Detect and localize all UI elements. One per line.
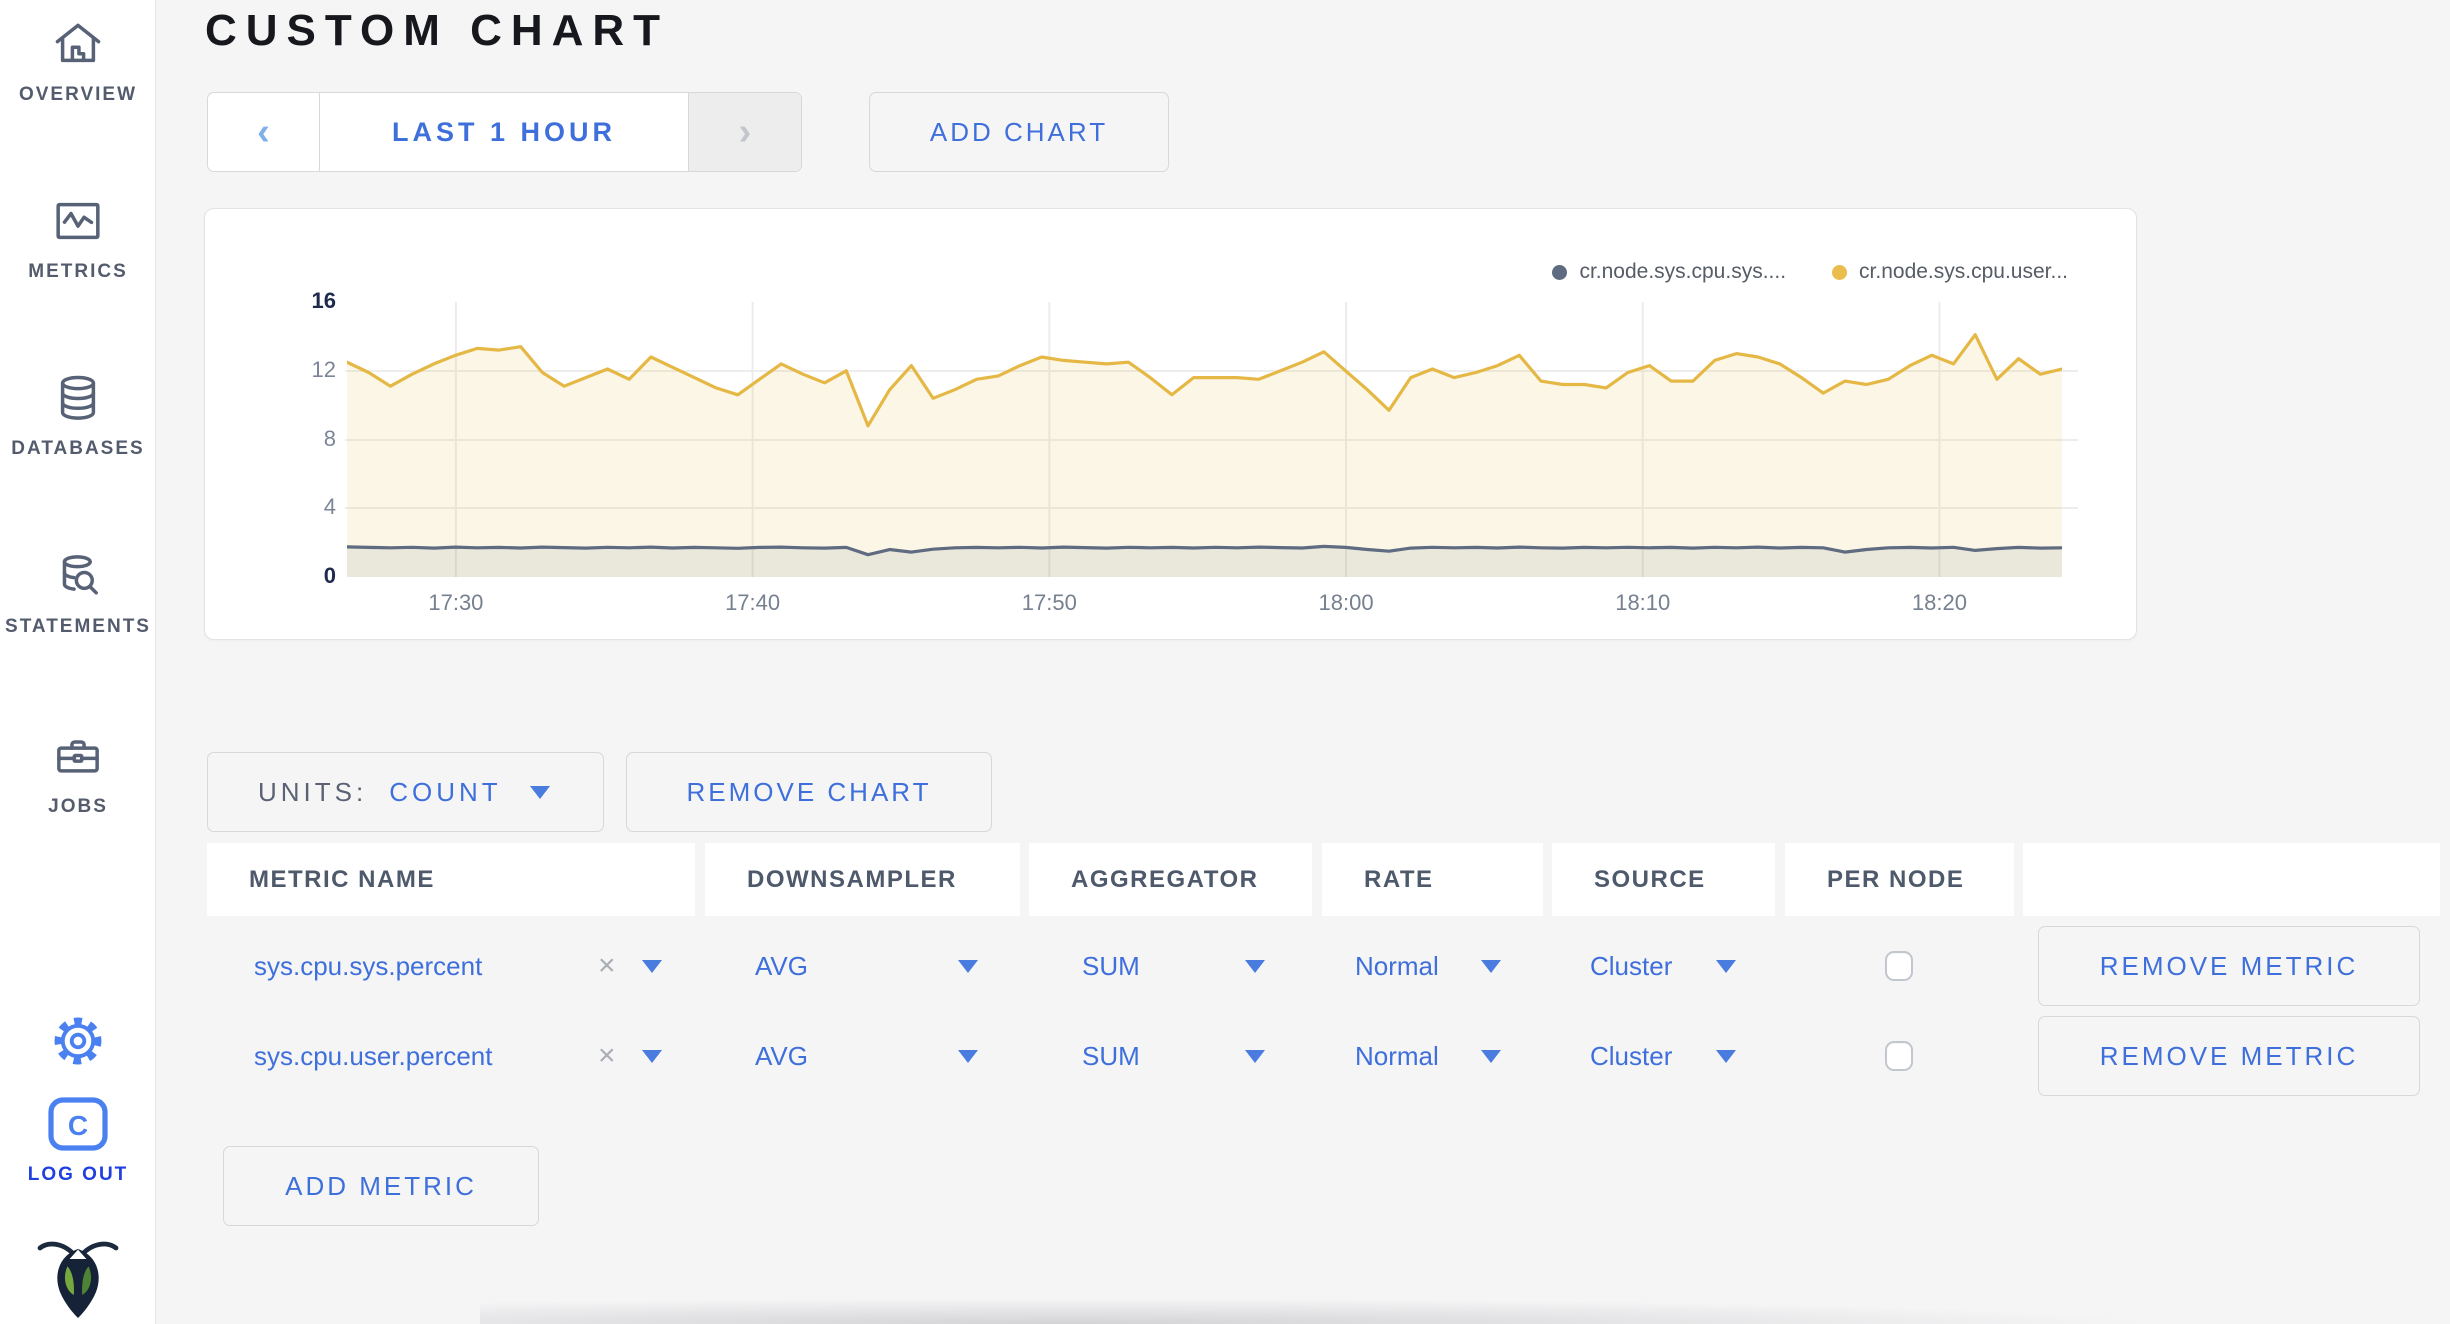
cockroachdb-bug-logo xyxy=(0,1236,156,1322)
y-axis-label: 0 xyxy=(323,563,336,588)
chevron-down-icon xyxy=(1245,1049,1265,1063)
sidebar-item-statements[interactable]: STATEMENTS xyxy=(0,548,156,638)
chevron-down-icon xyxy=(1481,1049,1501,1063)
sidebar-item-label: DATABASES xyxy=(11,438,145,459)
logout-label: LOG OUT xyxy=(27,1164,129,1185)
scroll-shadow xyxy=(480,1298,2160,1324)
remove-chart-button[interactable]: REMOVE CHART xyxy=(626,752,992,832)
rate-select[interactable]: Normal xyxy=(1355,1012,1515,1100)
x-axis-label: 18:00 xyxy=(1318,590,1374,615)
x-axis-label: 18:20 xyxy=(1911,590,1967,615)
time-window-next-button[interactable]: › xyxy=(689,93,801,171)
aggregator-select[interactable]: SUM xyxy=(1082,1012,1282,1100)
legend-entry-user[interactable]: cr.node.sys.cpu.user... xyxy=(1832,260,2068,284)
time-window-selector: ‹ LAST 1 HOUR › xyxy=(207,92,802,172)
sidebar-item-metrics[interactable]: METRICS xyxy=(0,193,156,283)
chevron-down-icon xyxy=(958,959,978,973)
clear-icon[interactable]: × xyxy=(598,949,616,982)
cockroach-c-icon: C xyxy=(0,1096,156,1152)
add-chart-button[interactable]: ADD CHART xyxy=(869,92,1169,172)
settings-button[interactable] xyxy=(0,1012,156,1070)
chevron-down-icon xyxy=(1481,959,1501,973)
jobs-briefcase-icon xyxy=(0,728,156,784)
per-node-checkbox[interactable] xyxy=(1885,1041,1913,1071)
chevron-down-icon xyxy=(1716,1049,1736,1063)
svg-text:C: C xyxy=(68,1110,88,1141)
database-icon xyxy=(0,370,156,426)
sidebar-item-label: JOBS xyxy=(48,796,108,817)
gear-icon xyxy=(0,1012,156,1070)
cpu-timeseries-plot[interactable] xyxy=(347,302,2062,577)
sidebar-item-label: METRICS xyxy=(28,261,128,282)
page-title: CUSTOM CHART xyxy=(205,6,670,55)
x-axis-label: 17:40 xyxy=(725,590,781,615)
column-header-actions xyxy=(2023,843,2440,916)
gridline-horizontal xyxy=(345,507,2078,510)
x-axis-label: 18:10 xyxy=(1615,590,1671,615)
statements-search-icon xyxy=(0,548,156,604)
chevron-down-icon xyxy=(642,1049,662,1063)
chart-legend: cr.node.sys.cpu.sys.... cr.node.sys.cpu.… xyxy=(1552,260,2068,284)
gridline-horizontal xyxy=(345,369,2078,372)
column-header-downsampler: DOWNSAMPLER xyxy=(705,843,1020,916)
legend-dot-sys xyxy=(1552,264,1568,280)
series-area xyxy=(347,334,2062,577)
metrics-chart-icon xyxy=(0,193,156,249)
series-line xyxy=(347,544,2062,557)
x-axis-label: 17:30 xyxy=(428,590,484,615)
rate-select[interactable]: Normal xyxy=(1355,922,1515,1010)
chevron-down-icon xyxy=(529,785,550,799)
time-window-prev-button[interactable]: ‹ xyxy=(208,93,319,171)
chevron-left-icon: ‹ xyxy=(257,110,270,153)
remove-metric-button[interactable]: REMOVE METRIC xyxy=(2038,926,2420,1006)
series-area xyxy=(347,546,2062,577)
per-node-cell xyxy=(1885,1012,1913,1100)
series-line xyxy=(347,333,2062,428)
legend-entry-sys[interactable]: cr.node.sys.cpu.sys.... xyxy=(1552,260,1786,284)
downsampler-select[interactable]: AVG xyxy=(755,1012,995,1100)
add-metric-button[interactable]: ADD METRIC xyxy=(223,1146,539,1226)
clear-icon[interactable]: × xyxy=(598,1039,616,1072)
chevron-down-icon xyxy=(1245,959,1265,973)
chevron-down-icon xyxy=(958,1049,978,1063)
metric-name-select[interactable]: sys.cpu.sys.percent × xyxy=(254,922,684,1010)
logout-button[interactable]: C LOG OUT xyxy=(0,1096,156,1186)
legend-dot-user xyxy=(1832,264,1848,280)
per-node-checkbox[interactable] xyxy=(1885,951,1913,981)
sidebar-item-databases[interactable]: DATABASES xyxy=(0,370,156,460)
sidebar-item-label: OVERVIEW xyxy=(18,84,138,105)
metric-name-select[interactable]: sys.cpu.user.percent × xyxy=(254,1012,684,1100)
home-icon xyxy=(0,16,156,72)
column-header-rate: RATE xyxy=(1322,843,1543,916)
y-axis-label: 4 xyxy=(323,494,336,520)
source-select[interactable]: Cluster xyxy=(1590,922,1750,1010)
column-header-per-node: PER NODE xyxy=(1785,843,2014,916)
y-axis-label: 12 xyxy=(311,356,336,382)
sidebar-item-label: STATEMENTS xyxy=(5,616,151,637)
sidebar-item-jobs[interactable]: JOBS xyxy=(0,728,156,818)
column-header-aggregator: AGGREGATOR xyxy=(1029,843,1312,916)
sidebar: OVERVIEW METRICS DATABASES xyxy=(0,0,156,1324)
y-axis-label: 8 xyxy=(323,425,336,451)
chart-card xyxy=(204,208,2137,640)
units-dropdown[interactable]: UNITS: COUNT xyxy=(207,752,604,832)
y-axis-label: 16 xyxy=(311,288,336,313)
aggregator-select[interactable]: SUM xyxy=(1082,922,1282,1010)
sidebar-item-overview[interactable]: OVERVIEW xyxy=(0,16,156,106)
downsampler-select[interactable]: AVG xyxy=(755,922,995,1010)
time-window-label[interactable]: LAST 1 HOUR xyxy=(319,93,689,171)
chevron-down-icon xyxy=(1716,959,1736,973)
column-header-source: SOURCE xyxy=(1552,843,1775,916)
remove-metric-button[interactable]: REMOVE METRIC xyxy=(2038,1016,2420,1096)
source-select[interactable]: Cluster xyxy=(1590,1012,1750,1100)
gridline-horizontal xyxy=(345,438,2078,441)
column-header-metric-name: METRIC NAME xyxy=(207,843,695,916)
chevron-right-icon: › xyxy=(738,110,752,153)
x-axis-label: 17:50 xyxy=(1021,590,1077,615)
per-node-cell xyxy=(1885,922,1913,1010)
chevron-down-icon xyxy=(642,959,662,973)
